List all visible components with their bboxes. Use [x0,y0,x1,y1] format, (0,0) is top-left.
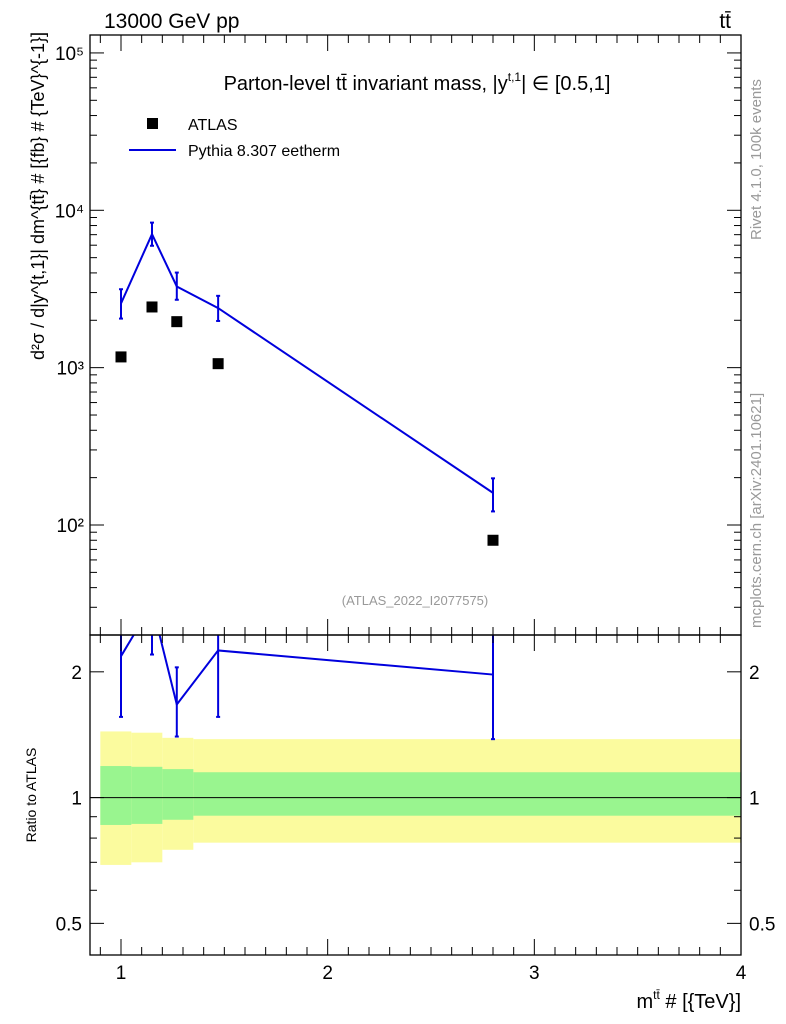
ratio-frame [89,634,742,956]
stat-uncertainty-band [131,766,163,824]
legend: ATLAS Pythia 8.307 eetherm [129,117,340,160]
energy-label: 13000 GeV pp [104,10,239,33]
main-y-tick-label: 10² [57,516,84,537]
stat-uncertainty-band [100,766,132,825]
atlas-data-point [115,351,127,363]
legend-atlas-label: ATLAS [188,117,238,134]
ratio-y-tick-label-right: 1 [749,789,760,810]
x-tick-label: 3 [529,963,540,984]
atlas-data-point [212,358,224,370]
main-y-axis-label: d²σ / d|y^{t,1}| dm^{tt̄} # [{fb} # {TeV… [28,32,48,360]
chart-title-main: Parton-level tt̄ invariant mass, |y [224,73,508,95]
ratio-y-tick-label-right: 0.5 [749,914,775,935]
ratio-ticks: 1 2 3 4 0.5 0.5 1 1 2 2 [56,635,775,984]
x-axis-label-rest: # [{TeV}] [660,991,741,1013]
x-tick-label: 1 [116,963,127,984]
x-axis-label-sup: tt̄ [653,988,660,1002]
main-marks [115,221,499,546]
main-ticks: 10² 10³ 10⁴ 10⁵ [55,35,742,636]
x-tick-label: 2 [322,963,333,984]
ratio-y-tick-label-left: 1 [71,789,82,810]
chart-title-end: | ∈ [0.5,1] [521,73,610,95]
x-axis-label-base: m [636,991,653,1013]
chart-title-sup: t,1 [508,70,522,84]
legend-pythia-label: Pythia 8.307 eetherm [188,143,340,160]
main-y-tick-label: 10⁵ [55,44,84,65]
ratio-y-tick-label-right: 2 [749,663,760,684]
main-panel: 10² 10³ 10⁴ 10⁵ Parton-level tt̄ invariant … [55,34,742,636]
ratio-y-tick-label-left: 0.5 [56,914,82,935]
atlas-data-point [146,301,158,313]
main-y-tick-label: 10⁴ [55,201,84,222]
atlas-data-point [487,534,499,546]
ratio-y-tick-label-left: 2 [71,663,82,684]
ratio-panel: 1 2 3 4 0.5 0.5 1 1 2 2 [56,634,775,984]
ratio-marks [90,635,741,865]
stat-uncertainty-band [162,769,194,820]
legend-atlas-marker [147,118,158,129]
x-axis-label: mtt̄ # [{TeV}] [636,988,741,1013]
stat-uncertainty-band [193,772,741,816]
atlas-data-point [171,316,183,328]
chart-title: Parton-level tt̄ invariant mass, |yt,1| … [224,70,611,95]
rivet-label: Rivet 4.1.0, 100k events [748,79,765,240]
process-label: tt̄ [719,10,731,33]
analysis-id: (ATLAS_2022_I2077575) [342,593,488,608]
main-y-tick-label: 10³ [57,359,84,380]
source-label: mcplots.cern.ch [arXiv:2401.10621] [748,393,765,628]
ratio-y-axis-label: Ratio to ATLAS [23,748,39,843]
x-tick-label: 4 [736,963,747,984]
